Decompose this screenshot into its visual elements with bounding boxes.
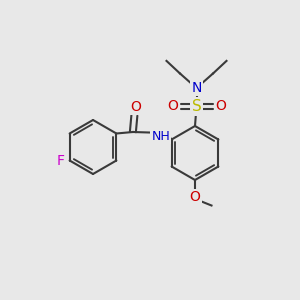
Text: O: O xyxy=(215,100,226,113)
Text: N: N xyxy=(191,81,202,95)
Text: O: O xyxy=(130,100,141,114)
Text: NH: NH xyxy=(152,130,170,143)
Text: S: S xyxy=(192,99,201,114)
Text: F: F xyxy=(57,154,64,167)
Text: O: O xyxy=(190,190,200,204)
Text: O: O xyxy=(168,100,178,113)
